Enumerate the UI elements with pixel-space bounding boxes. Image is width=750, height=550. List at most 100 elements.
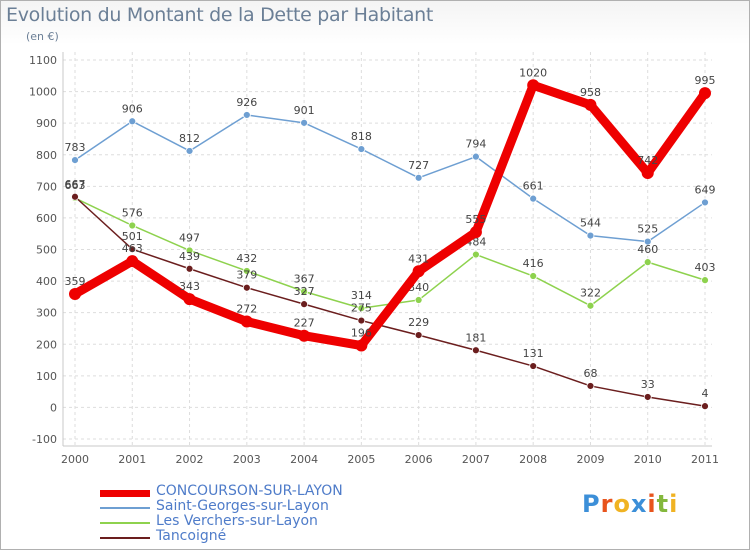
x-tick-label: 2001: [118, 453, 146, 466]
logo-letter: i: [669, 490, 679, 518]
data-point: [472, 346, 480, 355]
data-point: [469, 226, 482, 239]
data-point: [69, 288, 81, 301]
data-point: [529, 362, 538, 370]
data-point: [126, 255, 139, 268]
data-point: [414, 173, 423, 182]
y-tick-label: 100: [36, 370, 57, 383]
logo-letter: t: [656, 490, 670, 518]
data-label: 275: [351, 302, 372, 315]
data-point: [643, 258, 652, 267]
y-tick-label: 600: [36, 212, 57, 225]
data-label: 416: [523, 257, 544, 270]
data-point: [529, 194, 538, 203]
y-tick-label: 700: [36, 180, 57, 193]
data-point: [412, 265, 425, 278]
x-tick-label: 2005: [347, 453, 375, 466]
data-point: [699, 87, 711, 100]
data-point: [701, 402, 709, 411]
data-label: 1020: [519, 66, 547, 79]
data-label: 663: [65, 179, 86, 192]
chart-title: Evolution du Montant de la Dette par Hab…: [6, 4, 434, 26]
series-line: [74, 114, 706, 243]
proxiti-logo: Proxiti: [582, 490, 678, 518]
y-tick-label: 900: [36, 117, 57, 130]
data-label: 272: [236, 303, 257, 316]
data-point: [242, 283, 251, 292]
data-point: [298, 329, 311, 342]
data-point: [472, 250, 480, 259]
data-point: [183, 293, 196, 306]
data-label: 958: [580, 86, 601, 99]
data-label: 906: [122, 102, 143, 115]
data-point: [414, 296, 423, 304]
data-label: 501: [122, 230, 143, 243]
y-tick-label: 1000: [29, 86, 57, 99]
data-label: 181: [465, 331, 486, 344]
data-label: 525: [637, 223, 658, 236]
data-point: [586, 301, 595, 310]
data-label: 818: [351, 130, 372, 143]
data-label: 68: [583, 367, 597, 380]
data-point: [128, 245, 137, 254]
x-tick-label: 2011: [691, 453, 719, 466]
legend-label: CONCOURSON-SUR-LAYON: [156, 483, 343, 499]
data-label: 727: [408, 159, 429, 172]
data-point: [643, 237, 652, 246]
data-label: 463: [122, 242, 143, 255]
data-label: 379: [236, 269, 257, 282]
data-label: 403: [695, 261, 716, 274]
data-point: [71, 192, 79, 201]
data-label: 4: [702, 387, 709, 400]
data-point: [128, 221, 137, 230]
data-label: 432: [236, 252, 257, 265]
data-point: [71, 156, 79, 165]
data-label: 314: [351, 289, 372, 302]
data-point: [300, 287, 308, 296]
legend-swatch: [100, 522, 150, 524]
data-label: 497: [179, 231, 200, 244]
data-point: [357, 145, 366, 153]
legend-label: Saint-Georges-sur-Layon: [156, 498, 329, 514]
data-label: 367: [294, 273, 315, 286]
series-line: [70, 80, 710, 351]
y-tick-label: 500: [36, 244, 57, 257]
data-point: [128, 117, 137, 126]
logo-letter: i: [647, 490, 657, 518]
data-label: 901: [294, 104, 315, 117]
data-label: 227: [294, 317, 315, 330]
data-point: [586, 231, 595, 240]
legend-label: Tancoigné: [156, 528, 227, 544]
logo-letter: P: [582, 490, 601, 518]
data-point: [701, 276, 709, 285]
data-point: [185, 264, 194, 273]
legend-swatch: [100, 537, 150, 539]
x-tick-label: 2007: [462, 453, 490, 466]
data-label: 131: [523, 347, 544, 360]
data-point: [586, 382, 595, 390]
data-label: 555: [465, 213, 486, 226]
data-label: 322: [580, 287, 601, 300]
data-point: [355, 339, 368, 352]
y-tick-label: 300: [36, 307, 57, 320]
data-label: 742: [637, 154, 658, 167]
data-label: 196: [351, 327, 372, 340]
data-point: [357, 304, 366, 313]
data-point: [641, 167, 654, 180]
legend-swatch: [100, 489, 150, 497]
y-tick-label: 400: [36, 275, 57, 288]
data-label: 661: [523, 180, 544, 193]
data-point: [357, 316, 366, 325]
data-point: [300, 118, 308, 127]
legend-swatch: [100, 507, 150, 509]
logo-letter: x: [630, 490, 648, 518]
y-tick-label: 0: [50, 401, 57, 414]
y-tick-label: 1100: [29, 54, 57, 67]
y-tick-label: 800: [36, 149, 57, 162]
data-label: 649: [695, 183, 716, 196]
data-label: 926: [236, 96, 257, 109]
logo-letter: r: [600, 490, 614, 518]
data-label: 33: [641, 378, 655, 391]
data-label: 783: [65, 141, 86, 154]
